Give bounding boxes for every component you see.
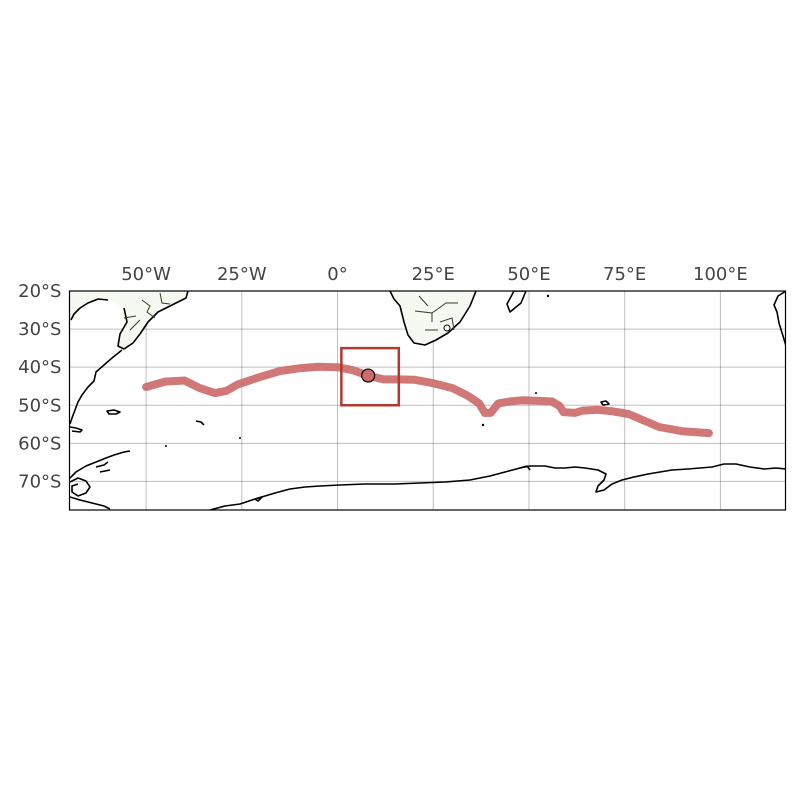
madagascar-coastline (506, 291, 527, 313)
lon-tick-label: 75°E (603, 264, 646, 285)
map-frame (68, 290, 787, 511)
falkland-islands (106, 409, 121, 415)
small-island (481, 423, 485, 427)
lon-tick-label: 100°E (693, 264, 748, 285)
current-position-marker (361, 368, 376, 383)
latitude-tick-labels: 20°S 30°S 40°S 50°S 60°S 70°S (18, 281, 61, 492)
antarctica-coastline (209, 463, 786, 510)
ship-track-line (142, 362, 713, 438)
south-georgia-island (195, 420, 205, 426)
lat-tick-label: 60°S (18, 433, 61, 454)
small-island (546, 294, 550, 298)
africa-coastline (389, 291, 477, 346)
lat-tick-label: 50°S (18, 395, 61, 416)
lat-tick-label: 20°S (18, 281, 61, 302)
lat-tick-label: 30°S (18, 319, 61, 340)
lon-tick-label: 25°W (217, 264, 267, 285)
small-island (535, 392, 537, 394)
antarctic-peninsula-coastline (69, 426, 131, 510)
south-america-coastline (69, 291, 189, 425)
study-region-box (340, 346, 401, 407)
small-island (239, 437, 241, 439)
australia-coastline (773, 291, 786, 347)
lon-tick-label: 25°E (412, 264, 455, 285)
lon-tick-label: 50°W (121, 264, 171, 285)
lat-tick-label: 40°S (18, 357, 61, 378)
lat-tick-label: 70°S (18, 471, 61, 492)
small-island (165, 445, 167, 447)
longitude-tick-labels: 50°W 25°W 0° 25°E 50°E 75°E 100°E (121, 264, 748, 285)
lon-tick-label: 0° (327, 264, 347, 285)
kerguelen-islands (600, 400, 610, 406)
lon-tick-label: 50°E (507, 264, 550, 285)
